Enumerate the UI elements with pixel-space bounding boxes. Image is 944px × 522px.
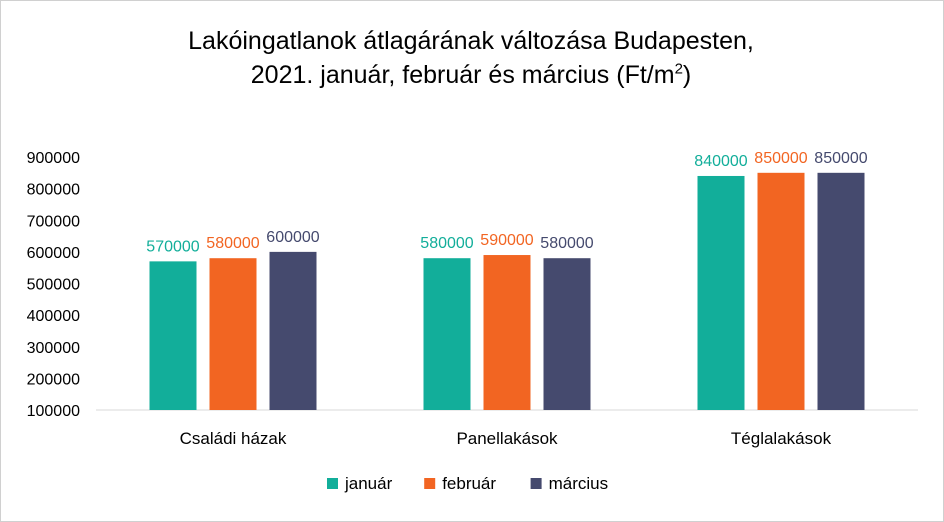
x-tick-label: Családi házak [180,429,287,448]
y-axis: 100000 200000 300000 400000 500000 600000 7000… [27,150,80,420]
bar [149,261,197,410]
data-label: 850000 [814,150,867,167]
y-tick-label: 300000 [27,340,80,357]
y-tick-label: 500000 [27,277,80,294]
legend: január február március [327,474,608,493]
data-label: 590000 [480,232,533,249]
bars [149,172,865,410]
y-tick-label: 700000 [27,213,80,230]
x-tick-label: Téglalakások [731,429,832,448]
legend-label: március [549,474,609,493]
y-tick-label: 600000 [27,245,80,262]
bar [209,258,257,410]
y-tick-label: 200000 [27,371,80,388]
data-labels: 570000 580000 600000 580000 590000 580000 8400… [146,150,867,256]
bar [697,175,745,410]
chart-title-superscript: 2 [674,60,683,78]
y-tick-label: 900000 [27,150,80,167]
chart-title-line2-text: 2021. január, február és március (Ft/m [250,61,675,89]
y-tick-label: 800000 [27,182,80,199]
bar [757,172,805,410]
data-label: 570000 [146,238,199,255]
data-label: 580000 [420,235,473,252]
bar [543,258,591,410]
legend-swatch [327,478,338,489]
data-label: 580000 [540,235,593,252]
legend-label: január [344,474,393,493]
chart-title-line1: Lakóingatlanok átlagárának változása Bud… [188,27,754,55]
data-label: 850000 [754,150,807,167]
bar [269,251,317,410]
data-label: 600000 [266,229,319,246]
legend-swatch [424,478,436,489]
x-axis-tick-labels: Családi házak Panellakások Téglalakások [180,429,832,448]
bar [423,258,471,410]
legend-label: február [442,474,496,493]
data-label: 580000 [206,235,259,252]
bar [817,172,865,410]
chart-title: Lakóingatlanok átlagárának változása Bud… [0,24,942,92]
data-label: 840000 [694,153,747,170]
chart-title-line2-end: ) [682,61,692,89]
legend-swatch [530,478,542,489]
y-tick-label: 400000 [27,308,80,325]
y-tick-label: 100000 [27,403,80,420]
chart-title-line2: 2021. január, február és március (Ft/m2) [0,58,942,92]
bar [483,255,531,410]
x-tick-label: Panellakások [456,429,558,448]
